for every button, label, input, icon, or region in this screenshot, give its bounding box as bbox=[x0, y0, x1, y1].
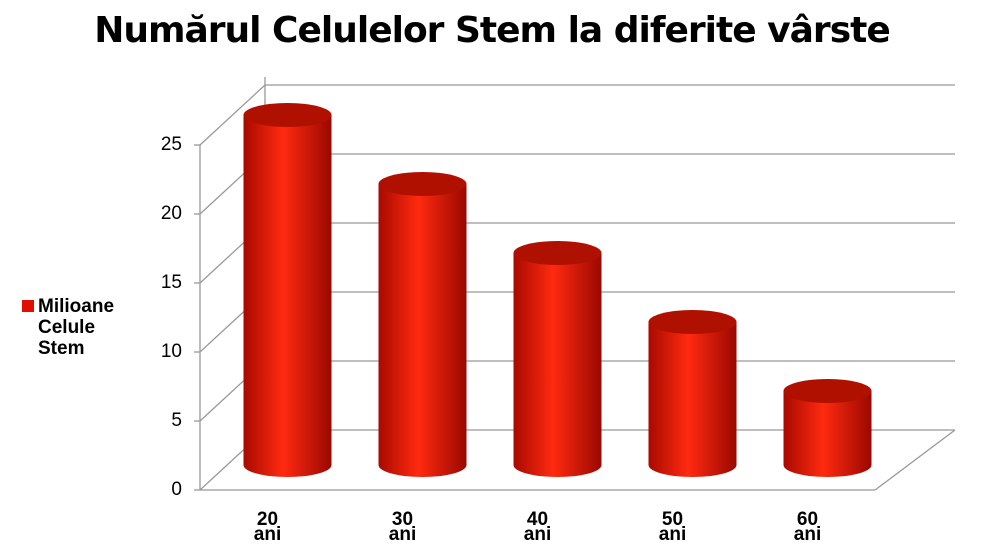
bar-top bbox=[783, 379, 872, 403]
grid-line bbox=[199, 84, 266, 146]
bar bbox=[513, 241, 602, 477]
bar-body bbox=[513, 253, 602, 477]
x-tick-label: 20 ani bbox=[253, 509, 282, 545]
y-tick-label: 5 bbox=[171, 410, 182, 431]
bar bbox=[378, 172, 467, 477]
bar bbox=[648, 310, 737, 477]
bar-body bbox=[243, 115, 332, 477]
x-tick-label: 30 ani bbox=[388, 509, 417, 545]
y-tick-label: 0 bbox=[171, 479, 182, 500]
bar-body bbox=[783, 391, 872, 477]
legend-swatch bbox=[22, 300, 34, 312]
x-tick-label: 50 ani bbox=[658, 509, 687, 545]
bar-body bbox=[378, 184, 467, 477]
y-tick-label: 25 bbox=[161, 134, 182, 155]
bar-top bbox=[243, 103, 332, 127]
y-tick-label: 15 bbox=[161, 272, 182, 293]
legend-label: Milioane Celule Stem bbox=[38, 296, 115, 359]
y-tick-label: 20 bbox=[161, 203, 182, 224]
bar-top bbox=[378, 172, 467, 196]
bar-top bbox=[513, 241, 602, 265]
bar-top bbox=[648, 310, 737, 334]
bar-body bbox=[648, 322, 737, 477]
bar bbox=[243, 103, 332, 477]
floor-edge bbox=[874, 429, 956, 491]
x-tick-label: 40 ani bbox=[523, 509, 552, 545]
bar bbox=[783, 379, 872, 477]
x-tick-label: 60 ani bbox=[793, 509, 822, 545]
y-tick-label: 10 bbox=[161, 341, 182, 362]
chart-title: Numărul Celulelor Stem la diferite vârst… bbox=[94, 10, 891, 51]
legend: Milioane Celule Stem bbox=[22, 296, 118, 359]
